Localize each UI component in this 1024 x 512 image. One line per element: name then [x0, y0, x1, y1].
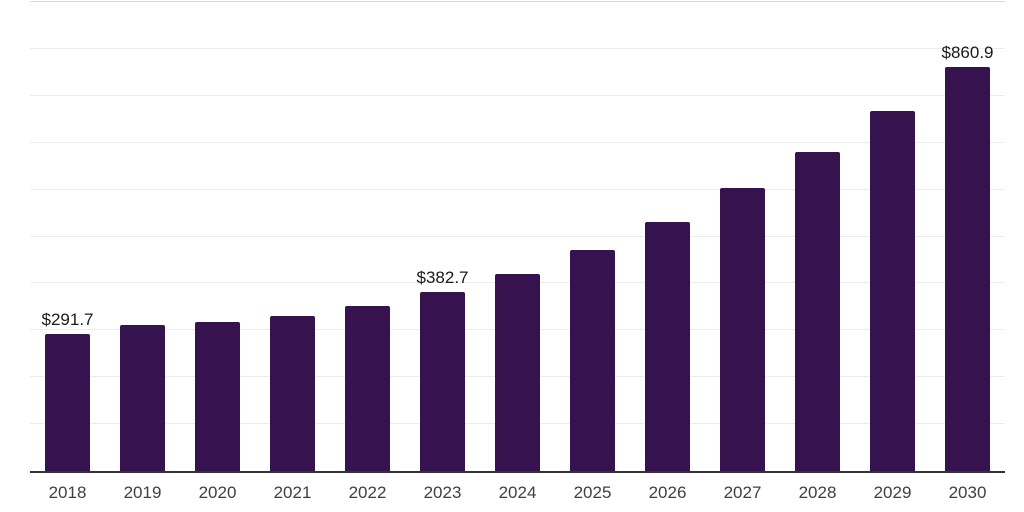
bar-slot-2020: [180, 2, 255, 471]
bar-value-label-2030: $860.9: [941, 43, 994, 63]
gridline-900: [30, 47, 1005, 49]
x-axis-label-2019: 2019: [123, 483, 162, 502]
bars-row: $291.7 $382.7 $860.9: [30, 2, 1005, 471]
gridline-500: [30, 235, 1005, 237]
bar-2028: [795, 152, 840, 471]
gridline-700: [30, 141, 1005, 143]
bar-2020: [195, 322, 240, 471]
bar-slot-2028: [780, 2, 855, 471]
x-axis-label-2023: 2023: [423, 483, 462, 502]
bar-slot-2029: [855, 2, 930, 471]
bar-slot-2019: [105, 2, 180, 471]
bar-value-label-2023: $382.7: [416, 267, 469, 287]
x-axis-label-2030: 2030: [948, 483, 987, 502]
bar-2029: [870, 110, 915, 471]
bar-2024: [495, 273, 540, 471]
gridline-800: [30, 94, 1005, 96]
x-axis-label-2020: 2020: [198, 483, 237, 502]
x-axis-label-2029: 2029: [873, 483, 912, 502]
x-axis-label-2025: 2025: [573, 483, 612, 502]
bar-2019: [120, 325, 165, 471]
bar-2030: [945, 67, 990, 471]
bar-slot-2024: [480, 2, 555, 471]
x-axis: 2018 2019 2020 2021 2022 2023 2024 2025 2026 2027…: [30, 483, 1005, 503]
bar-slot-2021: [255, 2, 330, 471]
gridline-600: [30, 188, 1005, 190]
bar-2018: [45, 334, 90, 471]
bar-value-label-2018: $291.7: [41, 310, 94, 330]
plot-area: $291.7 $382.7 $860.9: [30, 1, 1005, 473]
x-axis-label-2018: 2018: [48, 483, 87, 502]
bar-2026: [645, 222, 690, 471]
bar-slot-2022: [330, 2, 405, 471]
bar-2021: [270, 315, 315, 471]
bar-slot-2023: $382.7: [405, 2, 480, 471]
bar-slot-2026: [630, 2, 705, 471]
bar-slot-2027: [705, 2, 780, 471]
x-axis-label-2022: 2022: [348, 483, 387, 502]
bar-slot-2018: $291.7: [30, 2, 105, 471]
bar-2022: [345, 305, 390, 471]
x-axis-label-2024: 2024: [498, 483, 537, 502]
bar-2025: [570, 249, 615, 471]
x-axis-label-2021: 2021: [273, 483, 312, 502]
x-axis-label-2028: 2028: [798, 483, 837, 502]
gridline-1000: [30, 1, 1005, 2]
bar-slot-2025: [555, 2, 630, 471]
x-axis-label-2026: 2026: [648, 483, 687, 502]
bar-2027: [720, 188, 765, 471]
bar-slot-2030: $860.9: [930, 2, 1005, 471]
bar-2023: [420, 291, 465, 471]
x-axis-label-2027: 2027: [723, 483, 762, 502]
